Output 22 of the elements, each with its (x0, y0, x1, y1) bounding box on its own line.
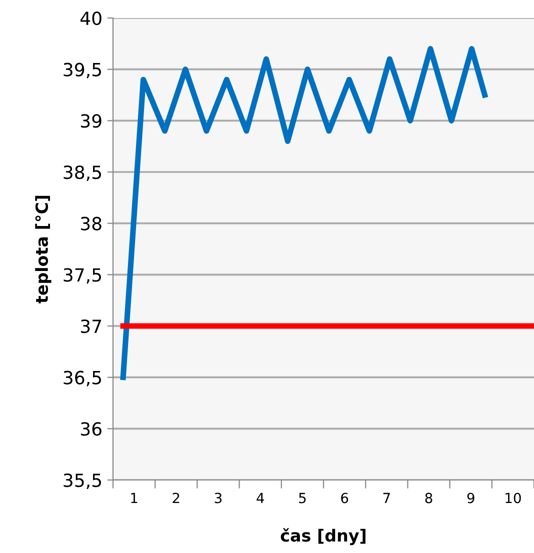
x-tick-label: 7 (383, 492, 390, 504)
x-tick-label: 10 (506, 492, 521, 504)
x-tick-label: 4 (256, 492, 264, 504)
x-tick-label: 6 (341, 492, 348, 504)
y-tick-label: 37,5 (64, 268, 102, 284)
x-tick-label: 2 (172, 492, 180, 504)
y-tick-label: 36,5 (64, 370, 102, 386)
y-tick-label: 39,5 (64, 62, 102, 78)
y-tick-label: 38,5 (64, 165, 102, 181)
y-tick-label: 38 (80, 216, 102, 230)
y-tick-label: 40 (80, 11, 102, 26)
y-tick-label: 36 (80, 422, 102, 436)
x-tick-label: 5 (299, 492, 306, 504)
x-axis-title: čas [dny] (280, 528, 366, 546)
y-axis-title: teplota [°C] (35, 196, 52, 304)
y-tick-label: 39 (80, 114, 102, 128)
x-tick-label: 9 (467, 492, 474, 504)
y-tick-label: 37 (80, 319, 102, 334)
x-tick-label: 8 (425, 492, 432, 504)
x-tick-label: 1 (131, 492, 138, 504)
x-tick-label: 3 (214, 492, 222, 504)
y-tick-label: 35,5 (64, 473, 102, 489)
